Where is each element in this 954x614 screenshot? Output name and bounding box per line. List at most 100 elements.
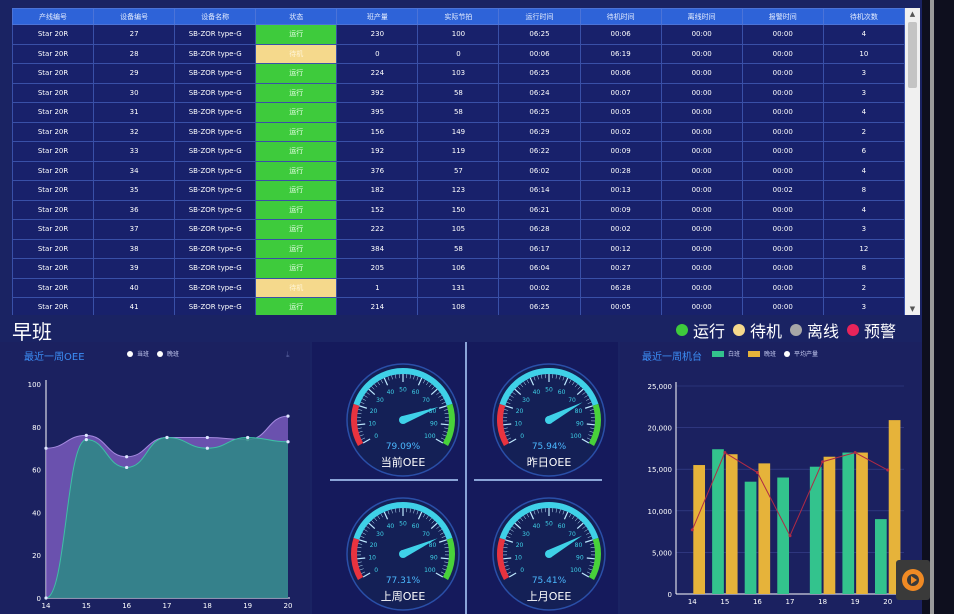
bar-night-shift[interactable] xyxy=(725,454,738,594)
table-row[interactable]: Star 20R 32 SB-ZOR type-G 运行 156 149 06:29 00:0… xyxy=(12,121,905,142)
column-header[interactable]: 报警时间 xyxy=(741,8,824,25)
table-cell: 00:00 xyxy=(741,121,824,142)
oee-point[interactable] xyxy=(84,438,88,442)
table-row[interactable]: Star 20R 36 SB-ZOR type-G 运行 152 150 06:21 00:0… xyxy=(12,199,905,220)
x-tick-label: 15 xyxy=(720,598,729,606)
legend-dot-icon xyxy=(157,350,164,357)
oee-week-legend[interactable]: 当班 晚班 xyxy=(127,349,179,358)
gauge-tick xyxy=(391,375,393,380)
gauge-tick-label: 10 xyxy=(368,555,376,562)
oee-point[interactable] xyxy=(246,435,250,440)
table-row[interactable]: Star 20R 39 SB-ZOR type-G 运行 205 106 06:04 00:2… xyxy=(12,258,905,279)
gauge-tick xyxy=(582,525,586,529)
bar-night-shift[interactable] xyxy=(856,452,868,594)
bar-day-shift[interactable] xyxy=(874,519,887,594)
table-cell: 00:00 xyxy=(660,277,743,298)
oee-point[interactable] xyxy=(44,596,48,600)
gauge-tick xyxy=(577,520,581,524)
table-cell: 00:06 xyxy=(579,63,662,84)
oee-point[interactable] xyxy=(125,455,129,459)
scroll-up-icon[interactable]: ▲ xyxy=(909,10,916,18)
table-cell: 156 xyxy=(336,121,419,142)
table-scrollbar[interactable]: ▲ ▼ xyxy=(905,8,920,315)
avg-output-point[interactable] xyxy=(723,451,727,455)
gauge-tick xyxy=(537,509,539,514)
table-row[interactable]: Star 20R 30 SB-ZOR type-G 运行 392 58 06:24 00:07… xyxy=(12,82,905,103)
table-row[interactable]: Star 20R 34 SB-ZOR type-G 运行 376 57 06:02 00:28… xyxy=(12,160,905,181)
gauge-tick-label: 0 xyxy=(520,567,524,574)
column-header[interactable]: 产线编号 xyxy=(12,8,95,25)
table-row[interactable]: Star 20R 41 SB-ZOR type-G 运行 214 108 06:25 00:0… xyxy=(12,297,905,315)
avg-output-point[interactable] xyxy=(788,534,792,538)
bar-night-shift[interactable] xyxy=(888,420,901,594)
table-cell: 205 xyxy=(336,258,419,279)
gauge-tick xyxy=(503,413,508,415)
table-row[interactable]: Star 20R 31 SB-ZOR type-G 运行 395 58 06:25 00:05… xyxy=(12,102,905,123)
table-row[interactable]: Star 20R 28 SB-ZOR type-G 待机 0 0 00:06 06:19 00:… xyxy=(12,43,905,64)
table-row[interactable]: Star 20R 38 SB-ZOR type-G 运行 384 58 06:17 00:12… xyxy=(12,238,905,259)
column-header[interactable]: 运行时间 xyxy=(498,8,581,25)
table-row[interactable]: Star 20R 40 SB-ZOR type-G 待机 1 131 00:02 06:28 0… xyxy=(12,277,905,298)
table-row[interactable]: Star 20R 35 SB-ZOR type-G 运行 182 123 06:14 00:1… xyxy=(12,180,905,201)
table-cell: Star 20R xyxy=(12,277,95,298)
avg-output-point[interactable] xyxy=(690,528,694,532)
column-header[interactable]: 实际节拍 xyxy=(417,8,500,25)
oee-point[interactable] xyxy=(205,446,209,450)
download-icon[interactable]: ⤓ xyxy=(286,350,290,359)
oee-point[interactable] xyxy=(165,435,169,440)
column-header[interactable]: 设备名称 xyxy=(174,8,257,25)
column-header[interactable]: 状态 xyxy=(255,8,338,25)
app-launcher-icon[interactable] xyxy=(896,560,930,600)
gauge-tick xyxy=(383,377,389,386)
table-cell: 06:28 xyxy=(579,277,662,298)
table-row[interactable]: Star 20R 27 SB-ZOR type-G 运行 230 100 06:25 00:0… xyxy=(12,24,905,45)
gauge-tick xyxy=(574,517,578,522)
oee-point[interactable] xyxy=(286,440,290,444)
status-cell: 运行 xyxy=(255,82,338,103)
avg-output-point[interactable] xyxy=(755,471,759,475)
oee-point[interactable] xyxy=(286,414,290,418)
oee-point[interactable] xyxy=(44,446,48,450)
table-cell: 00:00 xyxy=(660,258,743,279)
column-header[interactable]: 设备编号 xyxy=(93,8,176,25)
gauge-tick xyxy=(359,434,364,437)
gauge-tick-label: 60 xyxy=(558,523,566,530)
gauge-tick xyxy=(440,423,449,426)
bar-day-shift[interactable] xyxy=(744,481,757,594)
bar-day-shift[interactable] xyxy=(809,466,822,594)
column-header[interactable]: 待机次数 xyxy=(822,8,905,25)
table-cell: Star 20R xyxy=(12,219,95,240)
scroll-down-icon[interactable]: ▼ xyxy=(909,305,916,313)
bar-day-shift[interactable] xyxy=(842,452,855,594)
bar-night-shift[interactable] xyxy=(758,463,771,594)
table-cell: 00:27 xyxy=(579,258,662,279)
table-cell: 00:00 xyxy=(660,82,743,103)
bar-day-shift[interactable] xyxy=(712,449,724,594)
gauge-tick xyxy=(503,547,508,549)
table-cell: SB-ZOR type-G xyxy=(174,297,257,315)
oee-point[interactable] xyxy=(84,433,88,437)
oee-point[interactable] xyxy=(205,435,209,440)
table-row[interactable]: Star 20R 29 SB-ZOR type-G 运行 224 103 06:25 00:0… xyxy=(12,63,905,84)
avg-output-point[interactable] xyxy=(821,460,825,464)
avg-output-point[interactable] xyxy=(886,468,890,472)
column-header[interactable]: 待机时间 xyxy=(579,8,662,25)
output-week-legend[interactable]: 白班 晚班 平均产量 xyxy=(712,349,818,358)
column-header[interactable]: 班产量 xyxy=(336,8,419,25)
bar-night-shift[interactable] xyxy=(693,465,706,594)
oee-point[interactable] xyxy=(125,465,129,470)
scroll-thumb[interactable] xyxy=(908,22,917,88)
bar-day-shift[interactable] xyxy=(777,477,789,594)
table-row[interactable]: Star 20R 33 SB-ZOR type-G 运行 192 119 06:22 00:0… xyxy=(12,141,905,162)
bar-night-shift[interactable] xyxy=(823,456,836,594)
table-cell: 58 xyxy=(417,82,500,103)
avg-output-point[interactable] xyxy=(853,451,857,455)
gauge-hub xyxy=(545,550,553,558)
status-legend-label: 预警 xyxy=(864,322,897,341)
table-header-row: 产线编号 设备编号 设备名称 状态 班产量 实际节拍 运行时间 待机时间 离线时间 报警时间 待机次… xyxy=(12,8,905,25)
column-header[interactable]: 离线时间 xyxy=(660,8,743,25)
gauge-tick xyxy=(438,405,447,409)
table-cell: 00:00 xyxy=(741,43,824,64)
gauge-tick-label: 0 xyxy=(374,433,378,440)
table-row[interactable]: Star 20R 37 SB-ZOR type-G 运行 222 105 06:28 00:0… xyxy=(12,219,905,240)
